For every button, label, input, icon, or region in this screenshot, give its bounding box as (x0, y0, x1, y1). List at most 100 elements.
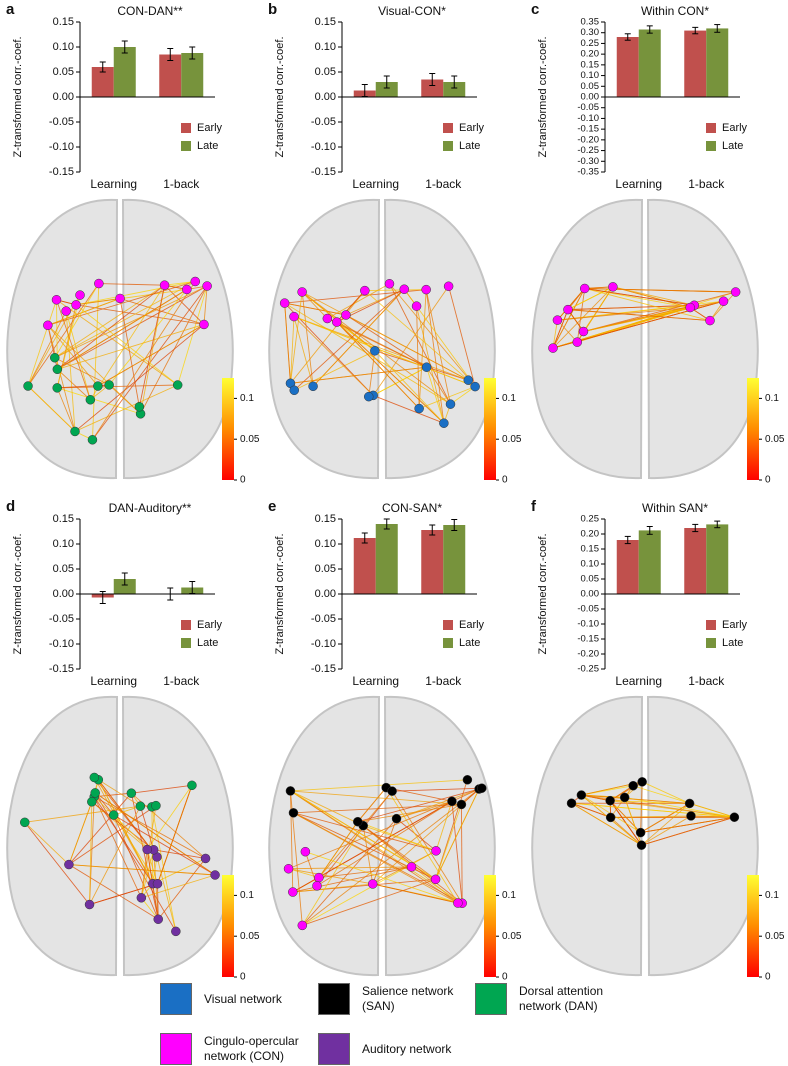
edge (97, 324, 205, 387)
chart-title: CON-SAN* (382, 501, 442, 515)
edge (57, 285, 208, 370)
x-tick-label: 1-back (425, 177, 462, 191)
edge (435, 788, 480, 880)
node (300, 846, 311, 857)
edge (75, 281, 196, 306)
edge (24, 805, 141, 823)
edge (584, 288, 691, 308)
node (289, 385, 299, 396)
y-tick-label: 0.10 (53, 41, 74, 53)
bar (375, 524, 398, 594)
legend-swatch (318, 1033, 350, 1065)
error-bar (714, 520, 721, 529)
error-bar (451, 75, 458, 89)
colorbar-tick-label: 0.05 (765, 931, 785, 942)
y-tick-label: 0.00 (581, 92, 600, 103)
node (552, 315, 563, 325)
error-bar (429, 73, 436, 86)
node (283, 864, 294, 874)
edge (288, 866, 412, 870)
edge (396, 787, 482, 820)
edge (68, 864, 216, 876)
edge (141, 874, 216, 899)
edge (294, 350, 376, 391)
node (159, 280, 170, 290)
edge (290, 291, 303, 384)
node (686, 811, 696, 821)
legend-swatch (475, 983, 507, 1015)
error-bar (692, 523, 699, 533)
node (684, 798, 695, 809)
panel-label: d (6, 498, 15, 515)
y-tick-label: -0.10 (49, 141, 74, 153)
node (685, 302, 695, 313)
error-bar (714, 24, 721, 33)
edge (153, 849, 206, 859)
edge (65, 310, 91, 400)
colorbar-tick-label: 0 (240, 972, 246, 983)
edge (624, 796, 735, 818)
legend-swatch (443, 141, 453, 151)
y-tick-label: -0.35 (577, 167, 599, 178)
node (51, 295, 62, 305)
node (134, 402, 145, 412)
node (87, 797, 97, 807)
node (619, 792, 630, 803)
node (285, 786, 296, 796)
edge (396, 800, 453, 820)
node (94, 278, 104, 289)
edge (357, 787, 387, 822)
legend-label: Early (722, 122, 748, 134)
error-bar (383, 75, 390, 89)
node (463, 375, 474, 385)
node (730, 287, 741, 297)
node (635, 827, 646, 838)
edge (293, 316, 476, 388)
legend-label: Late (459, 140, 480, 152)
edge (293, 812, 437, 852)
node (23, 381, 33, 391)
edge (357, 804, 462, 823)
hemisphere (268, 198, 381, 480)
node (171, 926, 181, 937)
node (297, 287, 307, 297)
chart-title: CON-DAN** (117, 4, 183, 18)
edge (27, 385, 76, 432)
node (135, 801, 146, 811)
bar (113, 47, 136, 97)
x-tick-label: Learning (90, 177, 137, 191)
y-tick-label: 0.30 (581, 27, 600, 38)
edge (581, 794, 611, 802)
edge (56, 299, 178, 386)
edge (460, 804, 463, 904)
legend-label: Auditory network (362, 1041, 452, 1056)
edge (289, 790, 294, 893)
network-legend-item: Cingulo-opercular network (CON) (160, 1033, 314, 1065)
edge (292, 866, 412, 893)
edge (113, 814, 159, 920)
y-tick-label: -0.05 (577, 604, 599, 615)
edge (448, 286, 476, 387)
edge (91, 801, 154, 851)
edge (108, 289, 188, 386)
y-tick-label: 0.15 (581, 59, 600, 70)
edge (557, 319, 578, 343)
edge (94, 792, 216, 876)
chart-title: Within SAN* (642, 501, 708, 515)
edge (418, 289, 427, 409)
edge (640, 781, 643, 833)
y-tick-label: -0.05 (311, 613, 336, 625)
x-tick-label: Learning (90, 674, 137, 688)
y-tick-label: 0.00 (581, 589, 600, 600)
node (563, 304, 573, 315)
bar (113, 579, 136, 594)
colorbar (747, 378, 759, 480)
edge (612, 286, 691, 308)
node (548, 343, 558, 353)
edge (336, 290, 366, 323)
node (279, 298, 290, 308)
y-tick-label: -0.10 (577, 619, 599, 630)
edge (426, 367, 445, 424)
hemisphere (646, 695, 759, 977)
y-tick-label: 0.00 (315, 91, 336, 103)
